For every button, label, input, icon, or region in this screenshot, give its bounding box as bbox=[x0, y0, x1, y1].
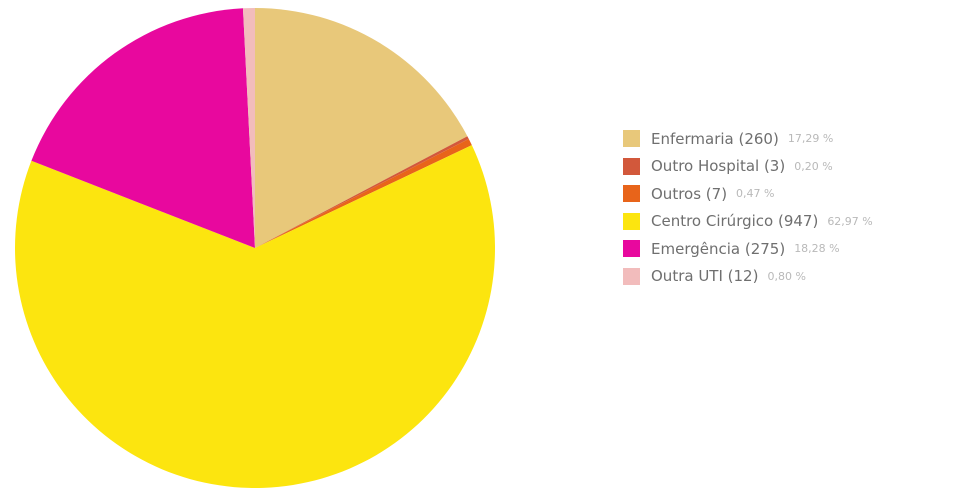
legend-item-outro-hospital[interactable]: Outro Hospital (3) 0,20 % bbox=[623, 153, 873, 181]
legend-item-emergencia[interactable]: Emergência (275) 18,28 % bbox=[623, 235, 873, 263]
pie-slice-outra-uti[interactable] bbox=[242, 7, 255, 248]
legend-label-outra-uti: Outra UTI (12) bbox=[651, 267, 759, 286]
legend-percent-emergencia: 18,28 % bbox=[794, 242, 840, 256]
legend-percent-enfermaria: 17,29 % bbox=[787, 132, 834, 146]
legend-swatch-outra-uti bbox=[623, 267, 640, 285]
legend-label-enfermaria: Enfermaria (260) bbox=[651, 129, 779, 148]
legend-label-outro-hospital: Outro Hospital (3) bbox=[651, 157, 786, 176]
legend-label-outros: Outros (7) bbox=[651, 184, 728, 203]
legend-percent-outra-uti: 0,80 % bbox=[767, 269, 806, 283]
pie-slice-outros[interactable] bbox=[255, 138, 472, 248]
legend-label-centro-cirurgico: Centro Cirúrgico (947) bbox=[651, 212, 819, 231]
legend-percent-centro-cirurgico: 62,97 % bbox=[827, 214, 873, 228]
pie-slice-enfermaria[interactable] bbox=[255, 8, 468, 248]
pie-slice-outro-hospital[interactable] bbox=[255, 136, 469, 248]
legend-swatch-emergencia bbox=[623, 240, 640, 258]
legend-swatch-outros bbox=[623, 185, 640, 203]
legend-item-outra-uti[interactable]: Outra UTI (12) 0,80 % bbox=[623, 263, 873, 291]
legend-item-outros[interactable]: Outros (7) 0,47 % bbox=[623, 180, 873, 208]
pie-slice-emergencia[interactable] bbox=[31, 8, 256, 248]
legend-label-emergencia: Emergência (275) bbox=[651, 239, 786, 258]
legend-item-enfermaria[interactable]: Enfermaria (260) 17,29 % bbox=[623, 125, 873, 153]
legend-swatch-enfermaria bbox=[623, 130, 640, 148]
legend-item-centro-cirurgico[interactable]: Centro Cirúrgico (947) 62,97 % bbox=[623, 208, 873, 236]
legend-swatch-outro-hospital bbox=[623, 157, 640, 175]
legend-percent-outro-hospital: 0,20 % bbox=[794, 159, 833, 173]
legend-swatch-centro-cirurgico bbox=[623, 212, 640, 230]
legend: Enfermaria (260) 17,29 % Outro Hospital … bbox=[623, 125, 873, 290]
legend-percent-outros: 0,47 % bbox=[736, 187, 775, 201]
pie-slice-centro-cirurgico[interactable] bbox=[15, 145, 496, 489]
